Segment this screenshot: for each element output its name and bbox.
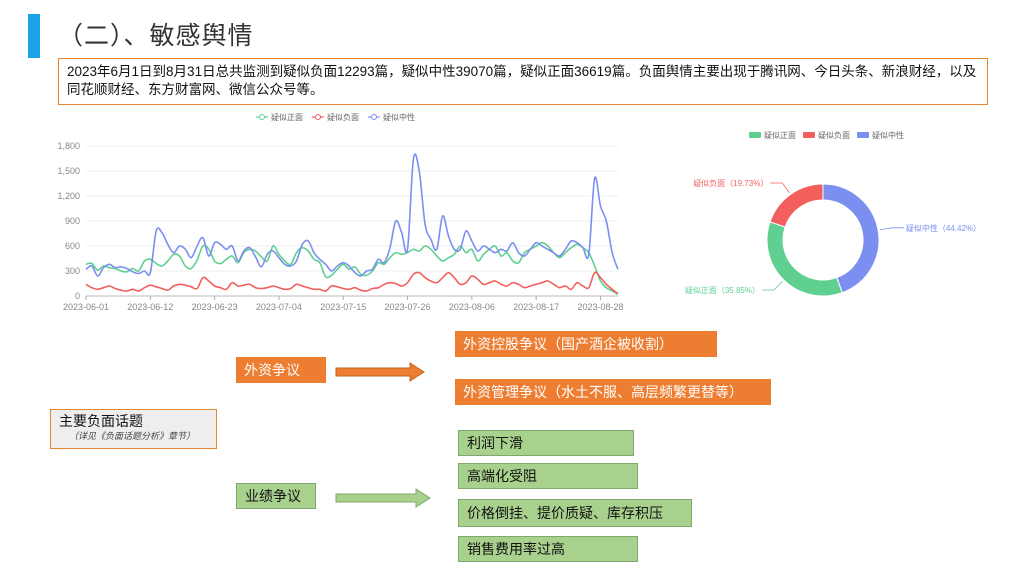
title-accent-bar <box>28 14 40 58</box>
y-tick-label: 300 <box>65 266 80 276</box>
x-tick-label: 2023-06-23 <box>192 302 238 312</box>
donut-slice-label: 疑似中性（44.42%） <box>906 223 981 233</box>
donut-leader-line <box>880 227 904 231</box>
performance-item-1: 利润下滑 <box>458 430 634 456</box>
y-tick-label: 600 <box>65 241 80 251</box>
line-legend-label[interactable]: 疑似中性 <box>383 112 415 122</box>
y-tick-label: 900 <box>65 216 80 226</box>
performance-item-3: 价格倒挂、提价质疑、库存积压 <box>458 499 692 527</box>
donut-leader-line <box>770 182 790 194</box>
topic-title: 主要负面话题 <box>59 413 143 429</box>
foreign-item-1: 外资控股争议（国产酒企被收割） <box>455 331 717 357</box>
donut-legend-label[interactable]: 疑似正面 <box>764 130 796 140</box>
donut-slice-label: 疑似负面（19.73%） <box>693 178 768 188</box>
performance-item-4: 销售费用率过高 <box>458 536 638 562</box>
performance-dispute-label: 业绩争议 <box>236 483 316 509</box>
donut-slice <box>822 183 880 294</box>
x-tick-label: 2023-08-06 <box>449 302 495 312</box>
foreign-dispute-label: 外资争议 <box>236 357 326 383</box>
summary-box: 2023年6月1日到8月31日总共监测到疑似负面12293篇，疑似中性39070… <box>58 58 988 105</box>
series-line <box>85 153 619 277</box>
performance-item-2: 高端化受阻 <box>458 463 638 489</box>
x-tick-label: 2023-06-01 <box>63 302 109 312</box>
x-tick-label: 2023-08-17 <box>513 302 559 312</box>
donut-legend-swatch[interactable] <box>803 132 815 138</box>
line-chart: 疑似正面 疑似负面 疑似中性 0 300 600 900 1,200 1,500 1,800 202… <box>57 112 623 312</box>
line-legend-label[interactable]: 疑似正面 <box>271 112 303 122</box>
donut-legend-swatch[interactable] <box>749 132 761 138</box>
donut-leader-line <box>761 281 783 291</box>
x-tick-label: 2023-08-28 <box>577 302 623 312</box>
topic-subtitle: （详见《负面话题分析》章节） <box>69 431 196 441</box>
y-tick-label: 1,500 <box>57 166 80 176</box>
x-tick-label: 2023-07-04 <box>256 302 302 312</box>
line-legend-dot <box>371 114 377 120</box>
x-tick-label: 2023-07-26 <box>385 302 431 312</box>
foreign-arrow-icon <box>335 362 425 382</box>
donut-legend-swatch[interactable] <box>857 132 869 138</box>
page-title: （二）、敏感舆情 <box>58 21 254 50</box>
y-tick-label: 1,800 <box>57 141 80 151</box>
donut-legend-label[interactable]: 疑似中性 <box>872 130 904 140</box>
foreign-item-2: 外资管理争议（水土不服、高层频繁更替等） <box>455 379 771 405</box>
y-tick-label: 0 <box>75 291 80 301</box>
line-legend-dot <box>315 114 321 120</box>
line-legend-label[interactable]: 疑似负面 <box>327 112 359 122</box>
donut-slice-label: 疑似正面（35.85%） <box>685 285 760 295</box>
donut-slice <box>769 183 824 228</box>
performance-arrow-icon <box>335 488 431 508</box>
series-line <box>85 271 619 295</box>
topic-box: 主要负面话题 （详见《负面话题分析》章节） <box>50 409 217 449</box>
x-tick-label: 2023-06-12 <box>127 302 173 312</box>
line-legend-dot <box>259 114 265 120</box>
donut-legend-label[interactable]: 疑似负面 <box>818 130 850 140</box>
donut-slice <box>766 221 843 297</box>
x-tick-label: 2023-07-15 <box>320 302 366 312</box>
y-tick-label: 1,200 <box>57 191 80 201</box>
